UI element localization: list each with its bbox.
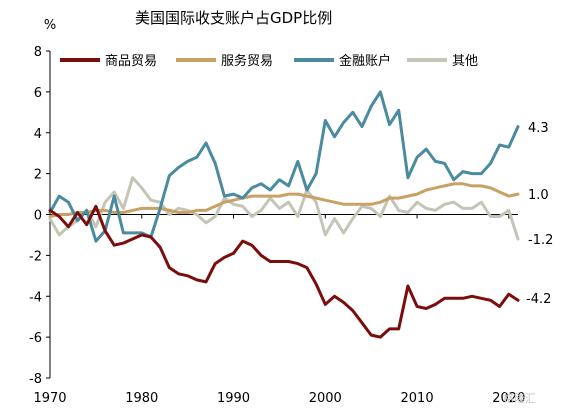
series-line-services [48,182,520,218]
x-tick-label: 2020 [492,391,525,406]
end-label-goods: -4.2 [526,292,551,307]
y-tick-label: -2 [29,249,42,264]
series-line-other [48,176,520,241]
x-tick-label: 1980 [125,391,158,406]
watermark-text: 格隆汇 [503,391,536,405]
legend-label-other: 其他 [452,54,478,69]
x-axis-ticks: 1970 1980 1990 2000 2010 2020 [33,214,525,406]
x-tick-label: 1970 [33,391,66,406]
end-label-financial: 4.3 [528,121,549,136]
y-tick-label: -8 [29,372,42,387]
legend-label-goods: 商品贸易 [105,54,157,69]
y-tick-label: 6 [34,86,42,101]
series-line-financial [48,90,520,243]
x-tick-label: 2000 [309,391,342,406]
x-tick-label: 1990 [217,391,250,406]
legend-label-services: 服务贸易 [221,53,273,69]
chart-title: 美国国际收支账户占GDP比例 [135,9,332,27]
y-axis-ticks: 8 6 4 2 0 -2 -4 -6 -8 [29,45,50,387]
series-line-goods [48,204,520,339]
end-label-other: -1.2 [528,233,553,248]
y-tick-label: 8 [34,45,42,60]
y-tick-label: 4 [34,127,42,142]
y-tick-label: -6 [29,331,42,346]
y-axis-unit: % [44,18,56,33]
end-label-services: 1.0 [528,188,549,203]
legend: 商品贸易 服务贸易 金融账户 其他 [60,53,478,69]
y-tick-label: 0 [34,209,42,224]
y-tick-label: 2 [34,168,42,183]
y-tick-label: -4 [29,290,42,305]
legend-label-financial: 金融账户 [339,53,391,69]
x-tick-label: 2010 [401,391,434,406]
series-layer [48,90,520,339]
